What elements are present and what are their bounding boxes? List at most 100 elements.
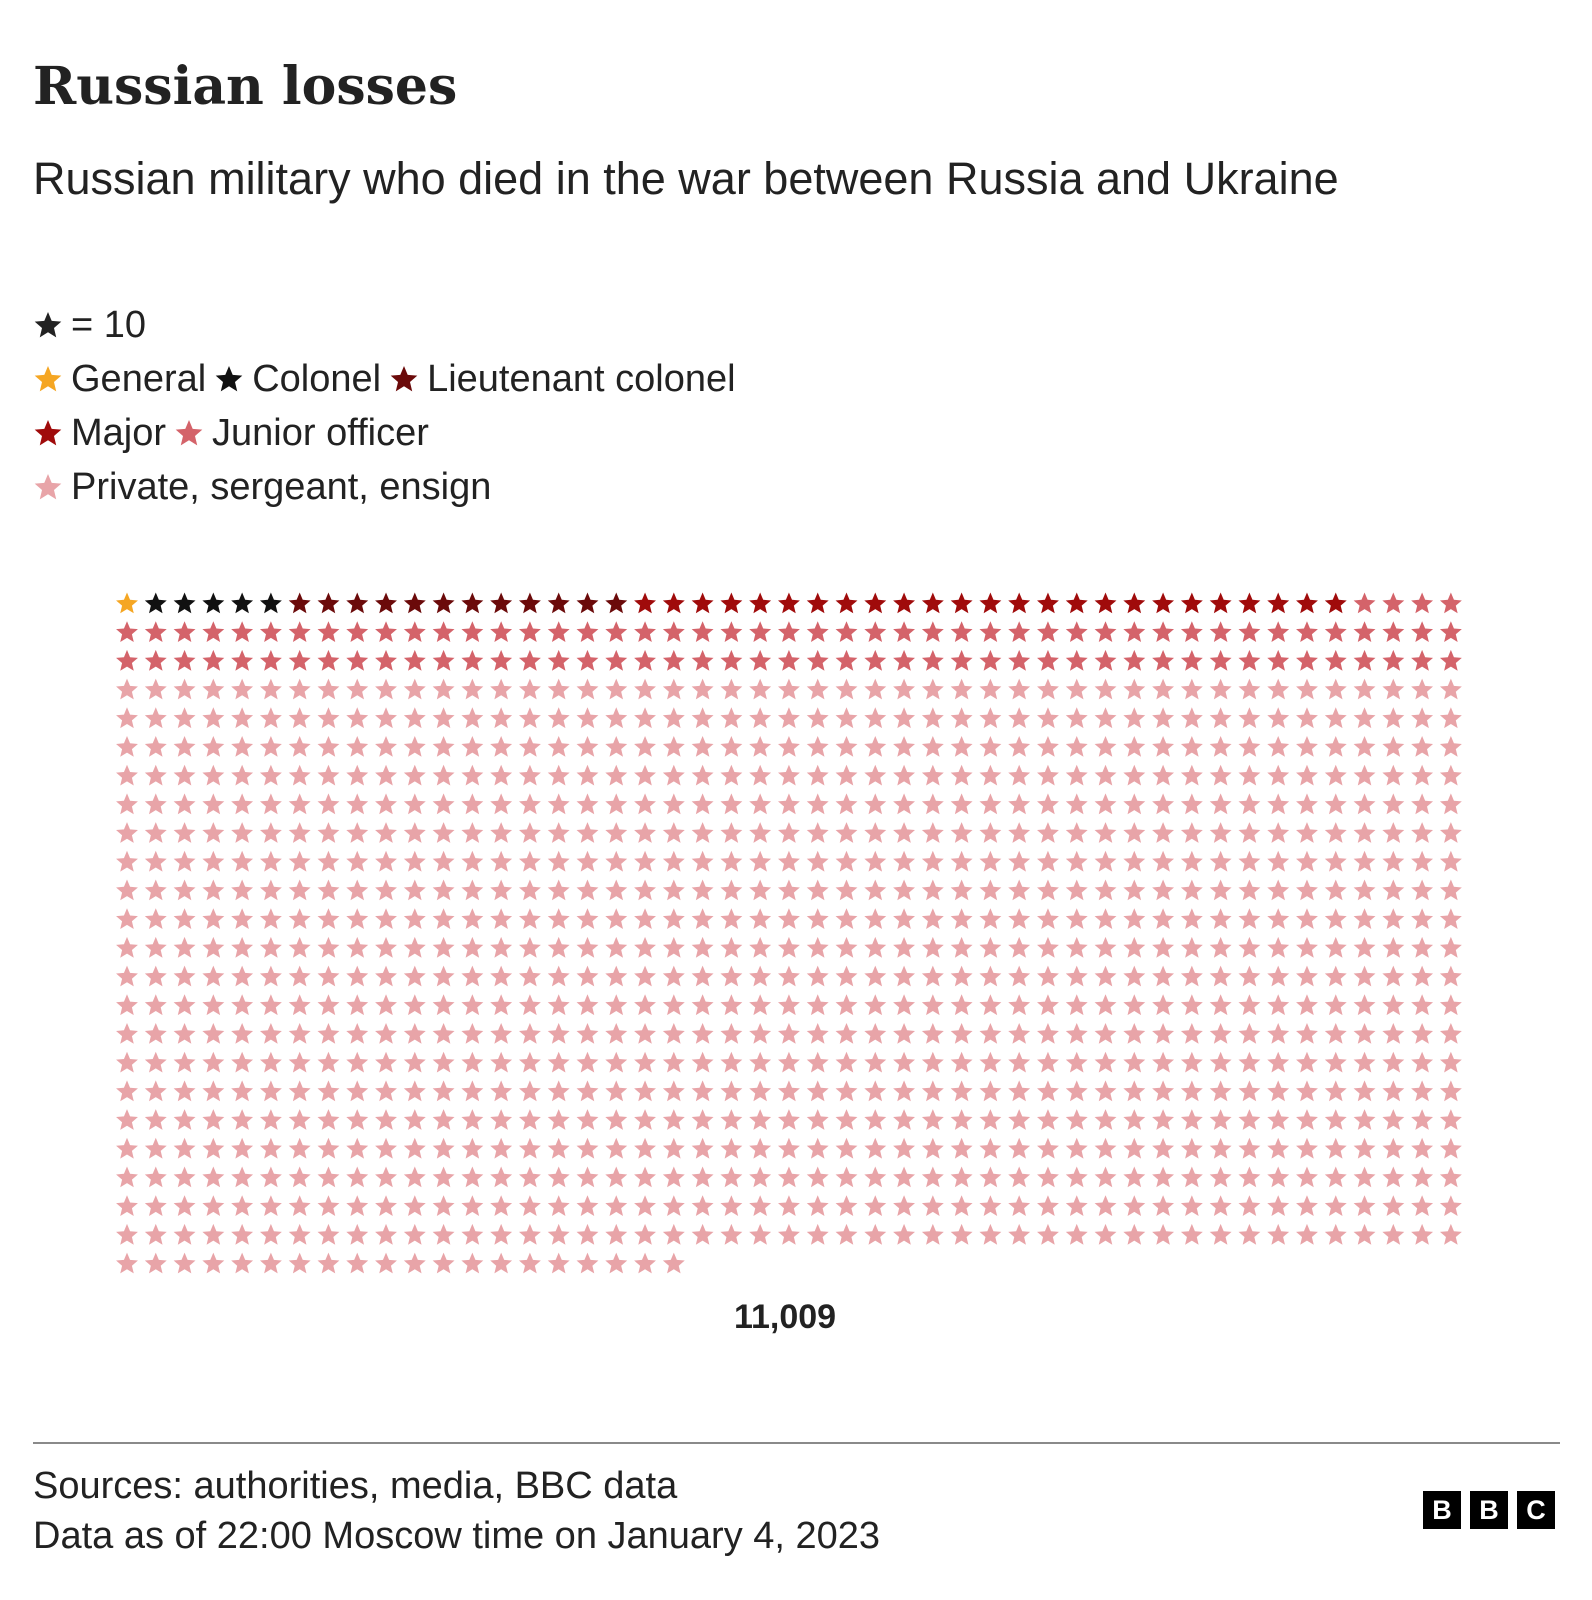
waffle-star-private-sergeant-ensign bbox=[720, 1080, 743, 1102]
waffle-star-private-sergeant-ensign bbox=[720, 1195, 743, 1216]
waffle-star-private-sergeant-ensign bbox=[1267, 936, 1290, 958]
waffle-star-private-sergeant-ensign bbox=[691, 1080, 714, 1102]
waffle-star-junior-officer bbox=[605, 621, 628, 642]
waffle-star-private-sergeant-ensign bbox=[778, 1080, 800, 1102]
waffle-star-major bbox=[1065, 592, 1088, 614]
waffle-star-private-sergeant-ensign bbox=[1411, 994, 1434, 1016]
waffle-star-private-sergeant-ensign bbox=[576, 936, 599, 958]
waffle-star-private-sergeant-ensign bbox=[518, 1109, 541, 1130]
waffle-star-private-sergeant-ensign bbox=[547, 1166, 570, 1188]
waffle-star-private-sergeant-ensign bbox=[950, 908, 973, 929]
waffle-star-private-sergeant-ensign bbox=[346, 1080, 369, 1102]
waffle-star-private-sergeant-ensign bbox=[1008, 936, 1031, 958]
waffle-star-junior-officer bbox=[317, 649, 340, 671]
waffle-star-private-sergeant-ensign bbox=[1180, 1109, 1203, 1130]
waffle-star-private-sergeant-ensign bbox=[1296, 1051, 1318, 1073]
waffle-star-private-sergeant-ensign bbox=[173, 936, 196, 958]
waffle-star-private-sergeant-ensign bbox=[1008, 994, 1031, 1016]
waffle-star-private-sergeant-ensign bbox=[317, 1080, 340, 1102]
waffle-star-private-sergeant-ensign bbox=[144, 793, 167, 815]
waffle-star-private-sergeant-ensign bbox=[202, 764, 225, 786]
unit-key-label: = 10 bbox=[71, 303, 147, 346]
waffle-star-junior-officer bbox=[231, 649, 254, 671]
waffle-star-private-sergeant-ensign bbox=[259, 965, 282, 987]
waffle-star-private-sergeant-ensign bbox=[1324, 908, 1347, 929]
waffle-star-private-sergeant-ensign bbox=[1065, 965, 1088, 987]
waffle-star-private-sergeant-ensign bbox=[921, 1023, 944, 1044]
waffle-star-private-sergeant-ensign bbox=[1411, 965, 1434, 987]
waffle-star-private-sergeant-ensign bbox=[1439, 822, 1462, 843]
waffle-star-private-sergeant-ensign bbox=[864, 1023, 887, 1044]
star-icon bbox=[390, 366, 418, 392]
waffle-star-junior-officer bbox=[1296, 621, 1318, 642]
waffle-star-junior-officer bbox=[864, 621, 887, 642]
waffle-star-private-sergeant-ensign bbox=[979, 822, 1002, 843]
waffle-star-private-sergeant-ensign bbox=[1065, 1109, 1088, 1130]
waffle-star-private-sergeant-ensign bbox=[979, 1023, 1002, 1044]
waffle-star-private-sergeant-ensign bbox=[1411, 1109, 1434, 1130]
waffle-star-private-sergeant-ensign bbox=[1152, 707, 1175, 729]
waffle-star-private-sergeant-ensign bbox=[346, 908, 369, 929]
waffle-star-private-sergeant-ensign bbox=[634, 764, 656, 786]
waffle-star-private-sergeant-ensign bbox=[1296, 822, 1318, 843]
waffle-star-private-sergeant-ensign bbox=[1353, 936, 1376, 958]
waffle-star-private-sergeant-ensign bbox=[1037, 936, 1059, 958]
waffle-star-private-sergeant-ensign bbox=[1382, 764, 1405, 786]
waffle-star-private-sergeant-ensign bbox=[432, 850, 455, 872]
waffle-star-private-sergeant-ensign bbox=[662, 1051, 685, 1073]
waffle-star-major bbox=[1123, 592, 1146, 614]
waffle-star-private-sergeant-ensign bbox=[1439, 994, 1462, 1016]
waffle-star-private-sergeant-ensign bbox=[1094, 736, 1117, 757]
waffle-star-private-sergeant-ensign bbox=[835, 1080, 858, 1102]
waffle-star-private-sergeant-ensign bbox=[375, 994, 397, 1016]
waffle-star-private-sergeant-ensign bbox=[749, 822, 772, 843]
waffle-star-private-sergeant-ensign bbox=[662, 1137, 685, 1159]
waffle-star-private-sergeant-ensign bbox=[662, 1166, 685, 1188]
waffle-star-private-sergeant-ensign bbox=[116, 1023, 138, 1044]
waffle-star-private-sergeant-ensign bbox=[662, 736, 685, 757]
waffle-star-private-sergeant-ensign bbox=[288, 1195, 311, 1216]
waffle-star-private-sergeant-ensign bbox=[720, 994, 743, 1016]
waffle-star-private-sergeant-ensign bbox=[720, 736, 743, 757]
waffle-star-private-sergeant-ensign bbox=[403, 1023, 426, 1044]
waffle-star-private-sergeant-ensign bbox=[1382, 908, 1405, 929]
waffle-star-private-sergeant-ensign bbox=[1065, 908, 1088, 929]
waffle-star-private-sergeant-ensign bbox=[1267, 850, 1290, 872]
waffle-star-private-sergeant-ensign bbox=[806, 936, 829, 958]
waffle-star-private-sergeant-ensign bbox=[691, 1023, 714, 1044]
waffle-star-private-sergeant-ensign bbox=[605, 994, 628, 1016]
waffle-star-private-sergeant-ensign bbox=[1382, 994, 1405, 1016]
waffle-star-private-sergeant-ensign bbox=[1411, 936, 1434, 958]
waffle-star-private-sergeant-ensign bbox=[921, 965, 944, 987]
waffle-star-private-sergeant-ensign bbox=[1008, 678, 1031, 700]
waffle-star-private-sergeant-ensign bbox=[1180, 908, 1203, 929]
waffle-star-private-sergeant-ensign bbox=[461, 822, 484, 843]
waffle-star-private-sergeant-ensign bbox=[979, 764, 1002, 786]
waffle-star-private-sergeant-ensign bbox=[979, 678, 1002, 700]
waffle-star-private-sergeant-ensign bbox=[1152, 678, 1175, 700]
waffle-star-private-sergeant-ensign bbox=[1180, 764, 1203, 786]
legend-item-general: General bbox=[33, 356, 206, 402]
waffle-star-private-sergeant-ensign bbox=[720, 822, 743, 843]
legend-label-junior-officer: Junior officer bbox=[212, 411, 429, 454]
waffle-star-private-sergeant-ensign bbox=[691, 678, 714, 700]
waffle-star-private-sergeant-ensign bbox=[806, 1080, 829, 1102]
waffle-star-junior-officer bbox=[634, 621, 656, 642]
waffle-star-junior-officer bbox=[1439, 592, 1462, 614]
waffle-star-private-sergeant-ensign bbox=[202, 936, 225, 958]
waffle-star-private-sergeant-ensign bbox=[691, 764, 714, 786]
waffle-star-major bbox=[1094, 592, 1117, 614]
waffle-star-private-sergeant-ensign bbox=[403, 908, 426, 929]
waffle-star-private-sergeant-ensign bbox=[893, 965, 915, 987]
waffle-star-private-sergeant-ensign bbox=[921, 936, 944, 958]
waffle-star-private-sergeant-ensign bbox=[662, 764, 685, 786]
waffle-star-private-sergeant-ensign bbox=[1065, 1223, 1088, 1245]
waffle-star-private-sergeant-ensign bbox=[634, 1195, 656, 1216]
waffle-star-private-sergeant-ensign bbox=[547, 678, 570, 700]
waffle-star-junior-officer bbox=[259, 649, 282, 671]
waffle-star-private-sergeant-ensign bbox=[1411, 736, 1434, 757]
waffle-star-private-sergeant-ensign bbox=[864, 678, 887, 700]
waffle-star-private-sergeant-ensign bbox=[490, 850, 513, 872]
waffle-star-private-sergeant-ensign bbox=[1411, 1080, 1434, 1102]
